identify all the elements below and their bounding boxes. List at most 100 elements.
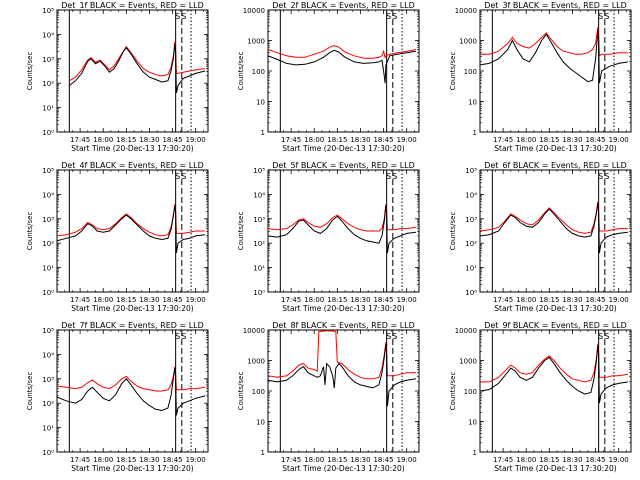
y-tick-label: 10000 <box>243 327 265 335</box>
y-axis-label: Counts/sec <box>449 372 457 411</box>
y-tick-label: 100 <box>464 68 477 76</box>
y-tick-label: 1000 <box>247 358 265 366</box>
y-tick-label: 100 <box>252 388 265 396</box>
axes-frame <box>56 169 209 293</box>
panel-title: Det_4f BLACK = Events, RED = LLD <box>61 161 204 170</box>
peak-mark: S <box>598 332 603 341</box>
y-tick-label: 10 <box>468 419 477 427</box>
y-tick-label: 10 <box>256 419 265 427</box>
x-tick-label: 18:15 <box>327 456 347 464</box>
y-tick-label: 1000 <box>247 38 265 46</box>
x-tick-label: 19:00 <box>609 136 629 144</box>
lld-series-line <box>57 204 205 237</box>
y-tick-label: 10² <box>42 80 54 88</box>
x-tick-label: 18:30 <box>562 456 582 464</box>
peak-mark: S <box>604 172 609 181</box>
panel-title: Det_5f BLACK = Events, RED = LLD <box>272 161 415 170</box>
peak-mark: S <box>386 172 391 181</box>
x-tick-label: 18:45 <box>373 296 393 304</box>
y-tick-label: 10⁴ <box>465 191 477 199</box>
panel-title: Det_6f BLACK = Events, RED = LLD <box>484 161 627 170</box>
x-tick-label: 17:45 <box>493 456 513 464</box>
x-tick-label: 19:00 <box>397 456 417 464</box>
events-series-line <box>480 202 628 254</box>
panel-6: Det_6f BLACK = Events, RED = LLD 10⁰ 10¹ 10… <box>449 161 632 313</box>
y-tick-label: 10² <box>42 400 54 408</box>
x-tick-label: 18:00 <box>304 296 324 304</box>
panel-9: Det_9f BLACK = Events, RED = LLD 1 10 100 10… <box>449 321 632 473</box>
panel-2: Det_2f BLACK = Events, RED = LLD 1 10 100 10… <box>237 1 420 153</box>
y-tick-label: 10³ <box>42 376 54 384</box>
y-axis-label: Counts/sec <box>26 372 34 411</box>
peak-mark: S <box>598 12 603 21</box>
y-tick-label: 10⁵ <box>465 167 477 175</box>
y-tick-label: 10² <box>465 240 477 248</box>
y-tick-label: 10⁵ <box>42 327 54 335</box>
peak-mark: S <box>604 12 609 21</box>
lld-series-line <box>480 343 628 383</box>
peak-mark: S <box>181 332 186 341</box>
x-tick-label: 18:45 <box>585 296 605 304</box>
y-axis-label: Counts/sec <box>26 52 34 91</box>
x-tick-label: 17:45 <box>70 296 90 304</box>
x-tick-label: 19:00 <box>609 456 629 464</box>
y-tick-label: 10¹ <box>42 265 54 273</box>
y-tick-label: 1000 <box>459 38 477 46</box>
y-tick-label: 10⁴ <box>253 191 265 199</box>
x-tick-label: 17:45 <box>281 456 301 464</box>
axes-frame <box>479 329 632 453</box>
panel-1: Det_1f BLACK = Events, RED = LLD 10⁰ 10¹ 10… <box>26 1 209 153</box>
y-tick-label: 1 <box>261 129 265 137</box>
y-tick-label: 10⁴ <box>42 191 54 199</box>
x-tick-label: 18:15 <box>539 456 559 464</box>
y-tick-label: 10² <box>253 240 265 248</box>
y-tick-label: 1 <box>261 449 265 457</box>
lld-series-line <box>268 330 416 380</box>
y-tick-label: 1 <box>473 129 477 137</box>
x-tick-label: 18:30 <box>139 136 159 144</box>
peak-mark: S <box>386 12 391 21</box>
x-tick-label: 18:45 <box>162 456 182 464</box>
y-axis-label: Counts/sec <box>26 212 34 251</box>
axes-frame <box>267 329 420 453</box>
panel-title: Det_2f BLACK = Events, RED = LLD <box>272 1 415 10</box>
x-tick-label: 18:15 <box>539 296 559 304</box>
lld-series-line <box>69 41 205 82</box>
y-tick-label: 10⁰ <box>465 289 477 297</box>
y-tick-label: 10 <box>256 99 265 107</box>
axes-frame <box>479 9 632 133</box>
y-tick-label: 10¹ <box>465 265 477 273</box>
events-series-line <box>480 345 628 404</box>
y-axis-label: Counts/sec <box>237 212 245 251</box>
y-tick-label: 10³ <box>465 216 477 224</box>
x-tick-label: 19:00 <box>186 136 206 144</box>
events-series-line <box>268 343 416 407</box>
panel-title: Det_7f BLACK = Events, RED = LLD <box>61 321 204 330</box>
y-axis-label: Counts/sec <box>237 52 245 91</box>
x-tick-label: 18:45 <box>585 136 605 144</box>
x-tick-label: 18:30 <box>350 136 370 144</box>
x-tick-label: 18:00 <box>304 136 324 144</box>
x-axis-label: Start Time (20-Dec-13 17:30:20) <box>494 144 616 153</box>
x-tick-label: 18:30 <box>562 296 582 304</box>
y-tick-label: 10 <box>468 99 477 107</box>
x-tick-label: 18:30 <box>350 296 370 304</box>
y-tick-label: 1000 <box>459 358 477 366</box>
peak-mark: S <box>392 12 397 21</box>
axes-frame <box>267 9 420 133</box>
axes-frame <box>56 329 209 453</box>
x-axis-label: Start Time (20-Dec-13 17:30:20) <box>494 464 616 473</box>
x-tick-label: 18:15 <box>116 456 136 464</box>
x-axis-label: Start Time (20-Dec-13 17:30:20) <box>282 464 404 473</box>
peak-mark: S <box>181 172 186 181</box>
y-tick-label: 10⁵ <box>42 167 54 175</box>
y-tick-label: 10¹ <box>253 265 265 273</box>
x-tick-label: 18:00 <box>93 136 113 144</box>
x-axis-label: Start Time (20-Dec-13 17:30:20) <box>494 304 616 313</box>
panel-4: Det_4f BLACK = Events, RED = LLD 10⁰ 10¹ 10… <box>26 161 209 313</box>
lld-series-line <box>268 204 416 232</box>
peak-mark: S <box>604 332 609 341</box>
y-axis-label: Counts/sec <box>449 212 457 251</box>
y-tick-label: 10000 <box>243 7 265 15</box>
